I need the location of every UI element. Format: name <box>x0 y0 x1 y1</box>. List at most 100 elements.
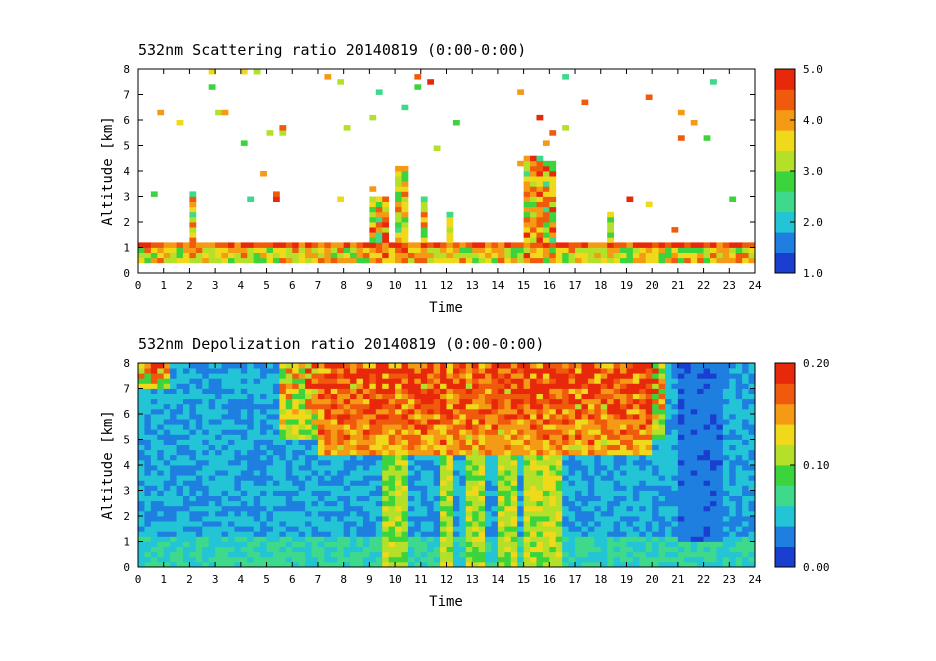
heatmap-cell <box>568 465 576 471</box>
heatmap-cell <box>722 257 730 264</box>
colorbar-segment <box>775 539 795 544</box>
heatmap-cell <box>433 368 441 374</box>
heatmap-cell <box>485 459 492 466</box>
heatmap-cell <box>645 546 653 553</box>
heatmap-cell <box>433 378 441 384</box>
heatmap-cell <box>317 368 325 374</box>
heatmap-cell <box>440 424 447 430</box>
heatmap-cell <box>266 368 274 374</box>
heatmap-cell <box>478 536 486 542</box>
heatmap-cell <box>375 516 383 522</box>
heatmap-cell <box>189 526 197 532</box>
heatmap-cell <box>671 459 679 466</box>
heatmap-cell <box>382 388 390 394</box>
heatmap-cell <box>575 526 582 532</box>
heatmap-cell <box>491 378 499 384</box>
heatmap-cell <box>272 419 280 425</box>
heatmap-cell <box>324 383 332 389</box>
heatmap-cell <box>485 414 492 420</box>
heatmap-cell <box>208 403 216 410</box>
heatmap-cell <box>562 383 570 389</box>
heatmap-cell <box>530 257 537 264</box>
heatmap-cell <box>517 485 525 491</box>
heatmap-cell <box>369 388 377 394</box>
heatmap-cell <box>157 439 165 445</box>
heatmap-cell <box>356 414 364 420</box>
colorbar-segment <box>775 376 795 381</box>
heatmap-cell <box>144 505 152 512</box>
heatmap-cell <box>446 495 454 502</box>
heatmap-cell <box>459 378 467 384</box>
heatmap-cell <box>575 510 582 517</box>
heatmap-cell <box>176 414 184 420</box>
heatmap-cell <box>138 516 145 522</box>
colorbar-segment <box>775 478 795 483</box>
heatmap-cell <box>575 485 582 491</box>
heatmap-cell <box>639 383 647 389</box>
heatmap-cell <box>729 439 737 445</box>
heatmap-cell <box>446 252 454 259</box>
heatmap-cell <box>523 165 531 172</box>
heatmap-cell <box>620 444 627 451</box>
heatmap-cell <box>382 403 390 410</box>
heatmap-cell <box>716 516 724 522</box>
heatmap-cell <box>395 444 402 451</box>
heatmap-cell <box>208 459 216 466</box>
heatmap-cell <box>362 500 370 507</box>
heatmap-cell <box>452 388 460 394</box>
heatmap-cell <box>665 434 672 440</box>
heatmap-cell <box>292 252 300 259</box>
heatmap-cell <box>279 470 287 476</box>
heatmap-cell <box>433 556 441 563</box>
heatmap-cell <box>311 521 319 527</box>
heatmap-cell <box>420 485 428 491</box>
heatmap-cell <box>459 257 467 264</box>
heatmap-cell <box>542 388 550 394</box>
heatmap-cell <box>375 393 383 400</box>
heatmap-cell <box>208 363 216 369</box>
heatmap-cell <box>568 444 576 451</box>
heatmap-cell <box>215 247 222 253</box>
heatmap-cell <box>491 424 499 430</box>
heatmap-cell <box>266 490 274 496</box>
heatmap-cell <box>645 429 653 435</box>
colorbar-segment <box>775 533 795 537</box>
heatmap-cell <box>568 408 576 415</box>
heatmap-cell <box>536 541 544 547</box>
heatmap-cell <box>459 449 467 456</box>
heatmap-cell <box>337 490 345 496</box>
heatmap-cell <box>382 227 390 233</box>
colorbar-segment <box>775 249 795 253</box>
heatmap-cell <box>735 439 743 445</box>
heatmap-cell <box>735 470 743 476</box>
heatmap-cell <box>722 459 730 466</box>
heatmap-cell <box>324 424 332 430</box>
heatmap-cell <box>401 393 409 400</box>
heatmap-cell <box>581 393 589 400</box>
heatmap-cell <box>671 252 679 259</box>
heatmap-cell <box>632 378 640 384</box>
heatmap-cell <box>575 398 582 405</box>
heatmap-cell <box>452 454 460 461</box>
heatmap-cell <box>157 485 165 491</box>
heatmap-cell <box>613 541 621 547</box>
heatmap-cell <box>362 439 370 445</box>
heatmap-cell <box>234 480 242 486</box>
x-tick-label: 23 <box>723 279 736 292</box>
colorbar-segment <box>775 133 795 138</box>
heatmap-cell <box>716 429 724 435</box>
heatmap-cell <box>414 459 422 466</box>
heatmap-cell <box>523 429 531 435</box>
y-tick-label: 1 <box>123 536 130 549</box>
heatmap-cell <box>414 84 422 90</box>
heatmap-cell <box>395 551 402 558</box>
heatmap-cell <box>356 403 364 410</box>
heatmap-cell <box>716 475 724 481</box>
heatmap-cell <box>362 541 370 547</box>
heatmap-cell <box>497 531 505 537</box>
heatmap-cell <box>311 516 319 522</box>
heatmap-cell <box>587 378 595 384</box>
heatmap-cell <box>581 541 589 547</box>
heatmap-cell <box>356 388 364 394</box>
heatmap-cell <box>530 211 537 218</box>
